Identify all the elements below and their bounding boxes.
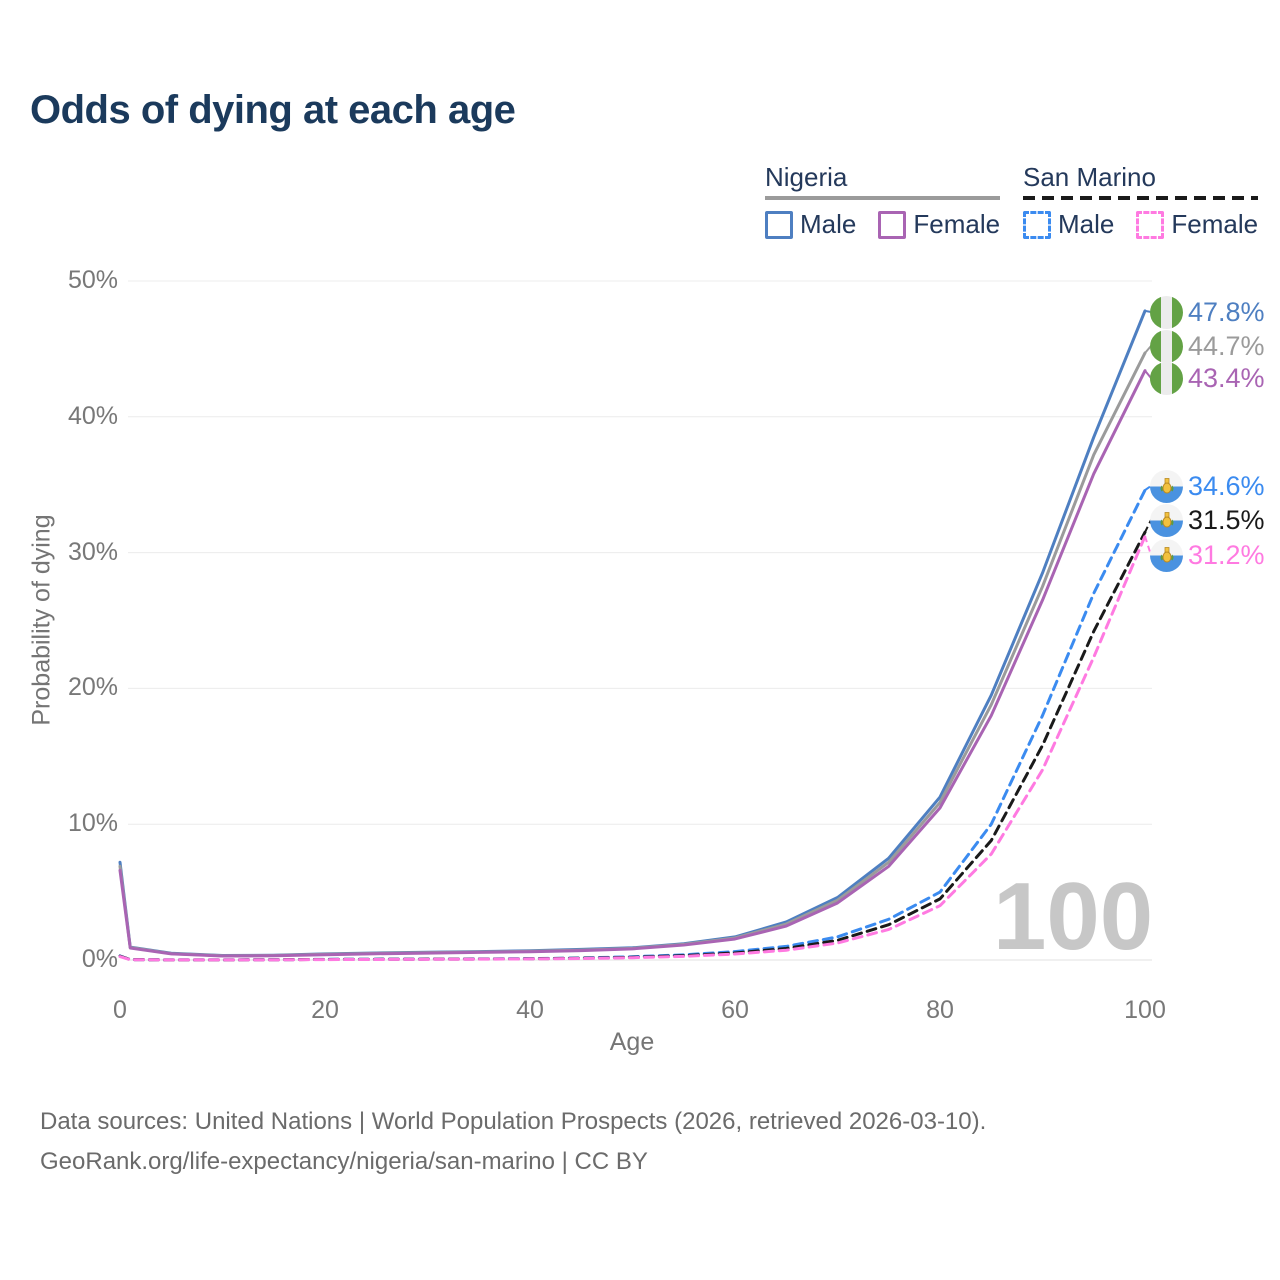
legend-item-label: Male (1058, 209, 1115, 239)
legend-underline-nigeria-solid (765, 196, 1001, 200)
legend-group-nigeria: Nigeria Male Female (765, 162, 1001, 240)
end-label-san-marino-female: 31.2% (1150, 538, 1265, 572)
legend-item-label: Female (1171, 209, 1259, 239)
legend-item-label: Female (913, 209, 1001, 239)
y-tick-label: 30% (67, 538, 118, 566)
x-tick-label: 0 (113, 996, 127, 1024)
age-marker: 100 (993, 863, 1154, 970)
legend-item-san-marino-female[interactable]: Female (1136, 209, 1258, 240)
san-marino-flag-icon (1150, 538, 1183, 572)
end-label-value: 31.5% (1188, 504, 1265, 535)
end-label-san-marino-male: 34.6% (1150, 469, 1265, 503)
x-tick-label: 60 (721, 996, 749, 1024)
legend-header-san-marino: San Marino (1023, 162, 1156, 192)
legend-item-label: Male (800, 209, 857, 239)
page-title: Odds of dying at each age (30, 88, 516, 132)
y-tick-label: 40% (67, 402, 118, 430)
end-label-nigeria-female: 43.4% (1150, 361, 1265, 395)
y-tick-label: 20% (67, 673, 118, 701)
nigeria-flag-icon (1150, 329, 1183, 363)
end-label-value: 44.7% (1188, 330, 1265, 361)
y-tick-label: 0% (81, 945, 118, 973)
y-tick-label: 50% (67, 266, 118, 294)
series-nigeria-male (118, 309, 1147, 958)
end-label-value: 34.6% (1188, 470, 1265, 501)
end-label-san-marino-total: 31.5% (1150, 503, 1265, 537)
san-marino-flag-icon (1150, 503, 1183, 537)
end-label-value: 47.8% (1188, 296, 1265, 327)
san-marino-female-swatch-icon (1136, 210, 1165, 239)
y-axis-title: Probability of dying (27, 514, 56, 726)
legend-header-nigeria: Nigeria (765, 162, 848, 192)
series-san-marino-male (118, 488, 1147, 962)
series-san-marino-total (118, 530, 1147, 962)
legend-item-nigeria-female[interactable]: Female (878, 209, 1000, 240)
end-label-value: 31.2% (1188, 539, 1265, 570)
x-tick-label: 20 (311, 996, 339, 1024)
series-nigeria-total (118, 351, 1147, 958)
san-marino-flag-icon (1150, 469, 1183, 503)
end-label-nigeria-male: 47.8% (1150, 295, 1265, 329)
legend-item-san-marino-male[interactable]: Male (1023, 209, 1114, 240)
legend-item-nigeria-male[interactable]: Male (765, 209, 856, 240)
x-tick-label: 100 (1124, 996, 1166, 1024)
end-label-value: 43.4% (1188, 362, 1265, 393)
san-marino-male-swatch-icon (1023, 210, 1051, 239)
y-tick-label: 10% (67, 809, 118, 837)
x-tick-label: 40 (516, 996, 544, 1024)
x-axis-title: Age (609, 1028, 655, 1056)
footer-sources: Data sources: United Nations | World Pop… (40, 1108, 987, 1135)
footer-link[interactable]: GeoRank.org/life-expectancy/nigeria/san-… (40, 1148, 648, 1175)
nigeria-flag-icon (1150, 361, 1183, 395)
legend-group-san-marino: San Marino Male Female (1023, 162, 1259, 240)
nigeria-flag-icon (1150, 295, 1183, 329)
x-tick-label: 80 (926, 996, 954, 1024)
end-label-nigeria-total: 44.7% (1150, 329, 1265, 363)
nigeria-male-swatch-icon (765, 210, 793, 239)
series-nigeria-female (118, 369, 1147, 958)
series-san-marino-female (118, 534, 1147, 962)
legend-underline-san-marino-dashed (1023, 196, 1259, 200)
nigeria-female-swatch-icon (878, 210, 907, 239)
